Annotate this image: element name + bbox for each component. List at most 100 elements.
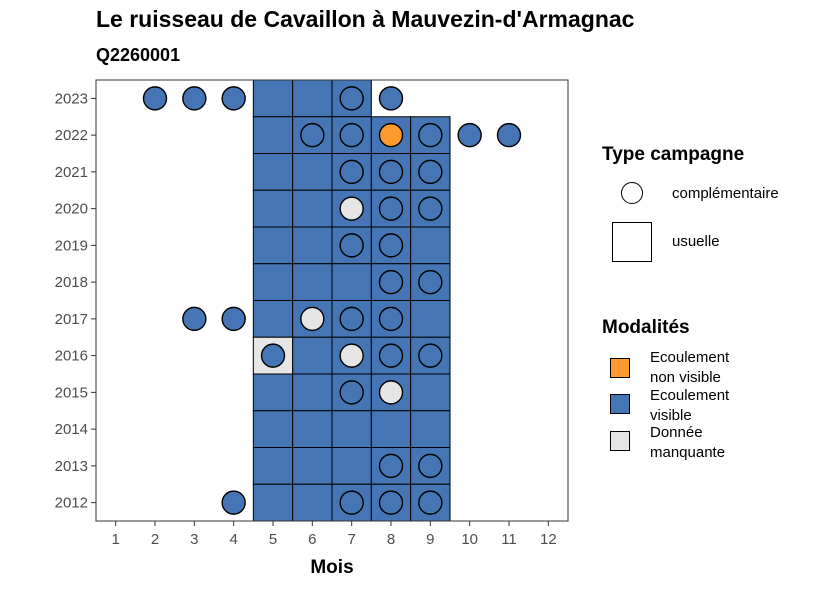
usuelle-cell xyxy=(252,189,294,228)
complementaire-point xyxy=(418,159,443,185)
complementaire-point xyxy=(378,122,404,148)
usuelle-cell xyxy=(410,300,451,338)
complementaire-point xyxy=(378,380,404,405)
legend-label-dm-line1: Donnée xyxy=(650,424,703,441)
legend-label-env: Ecoulement non visible xyxy=(650,348,729,388)
usuelle-cell xyxy=(370,410,412,448)
legend-key-square xyxy=(612,222,652,262)
x-tick-label: 7 xyxy=(347,531,355,548)
legend-label-env-line1: Ecoulement xyxy=(650,349,730,366)
complementaire-point xyxy=(339,233,364,258)
chart-subtitle: Q2260001 xyxy=(96,45,181,65)
usuelle-cell xyxy=(252,300,294,338)
usuelle-cell xyxy=(410,373,451,412)
complementaire-point xyxy=(378,269,404,295)
x-tick-label: 6 xyxy=(308,531,316,548)
complementaire-point xyxy=(418,490,443,515)
complementaire-circles xyxy=(142,86,522,515)
legend-key-ev xyxy=(610,394,630,414)
x-axis-label: Mois xyxy=(310,557,353,578)
complementaire-point xyxy=(378,306,404,332)
x-tick-label: 9 xyxy=(426,531,434,548)
usuelle-squares xyxy=(252,79,451,522)
usuelle-cell xyxy=(252,226,294,265)
legend-label-ev: Ecoulement visible xyxy=(650,386,729,426)
complementaire-point xyxy=(221,306,246,332)
x-tick-label: 2 xyxy=(151,531,159,548)
y-tick-label: 2023 xyxy=(55,90,88,107)
complementaire-point xyxy=(300,122,325,148)
complementaire-point xyxy=(182,306,207,332)
complementaire-point xyxy=(378,196,404,221)
complementaire-point xyxy=(221,86,246,111)
complementaire-point xyxy=(378,453,404,479)
x-tick-label: 1 xyxy=(111,531,119,548)
x-tick-label: 11 xyxy=(501,531,517,548)
complementaire-point xyxy=(378,159,404,185)
complementaire-point xyxy=(418,343,443,368)
x-tick-label: 10 xyxy=(461,531,478,548)
legend-modality-title: Modalités xyxy=(602,317,690,338)
usuelle-cell xyxy=(292,263,333,301)
usuelle-cell xyxy=(292,226,333,265)
legend-label-ev-line1: Ecoulement xyxy=(650,387,730,404)
axes: 1 2 3 4 5 6 7 8 9 10 11 122012201320142015201620172… xyxy=(55,90,557,578)
y-tick-label: 2019 xyxy=(55,237,88,254)
complementaire-point xyxy=(418,269,443,295)
y-tick-label: 2013 xyxy=(55,458,88,475)
complementaire-point xyxy=(418,196,443,221)
x-tick-label: 3 xyxy=(190,531,198,548)
legend-label-dm-line2: manquante xyxy=(650,444,726,461)
legend-key-env xyxy=(610,358,630,378)
complementaire-point xyxy=(418,453,443,479)
y-tick-label: 2018 xyxy=(55,274,88,291)
usuelle-cell xyxy=(292,373,333,412)
usuelle-cell xyxy=(252,153,294,191)
usuelle-cell xyxy=(292,483,333,522)
complementaire-point xyxy=(339,343,364,368)
legend-campaign-title: Type campagne xyxy=(602,144,745,165)
complementaire-point xyxy=(339,490,364,515)
y-tick-label: 2016 xyxy=(55,348,88,365)
legend-label-usuelle: usuelle xyxy=(672,233,720,250)
complementaire-point xyxy=(339,196,364,221)
usuelle-cell xyxy=(331,447,372,485)
complementaire-point xyxy=(339,159,364,185)
complementaire-point xyxy=(260,343,286,368)
complementaire-point xyxy=(142,86,168,111)
y-tick-label: 2021 xyxy=(55,164,88,181)
x-tick-label: 12 xyxy=(540,531,557,548)
usuelle-cell xyxy=(252,373,294,412)
y-tick-label: 2012 xyxy=(55,495,88,512)
complementaire-point xyxy=(339,380,364,405)
complementaire-point xyxy=(378,490,404,515)
legend-label-dm: Donnée manquante xyxy=(650,423,725,463)
chart-title: Le ruisseau de Cavaillon à Mauvezin-d'Ar… xyxy=(96,6,635,32)
complementaire-point xyxy=(378,343,404,368)
y-tick-label: 2020 xyxy=(55,201,88,218)
complementaire-point xyxy=(339,86,364,111)
legend-label-complementaire: complémentaire xyxy=(672,185,779,202)
legend-key-circle xyxy=(621,182,643,204)
usuelle-cell xyxy=(292,336,333,375)
usuelle-cell xyxy=(292,79,333,118)
usuelle-cell xyxy=(292,153,333,191)
y-tick-label: 2015 xyxy=(55,384,88,401)
complementaire-point xyxy=(418,122,443,148)
complementaire-point xyxy=(221,490,246,515)
usuelle-cell xyxy=(252,447,294,485)
usuelle-cell xyxy=(252,410,294,448)
complementaire-point xyxy=(496,122,522,148)
x-tick-label: 4 xyxy=(229,531,237,548)
x-tick-label: 5 xyxy=(269,531,277,548)
complementaire-point xyxy=(339,122,364,148)
usuelle-cell xyxy=(410,226,451,265)
legend-key-dm xyxy=(610,431,630,451)
complementaire-point xyxy=(457,122,482,148)
plot-border xyxy=(95,79,569,522)
usuelle-cell xyxy=(331,410,372,448)
complementaire-point xyxy=(378,86,404,111)
complementaire-point xyxy=(378,233,404,258)
complementaire-point xyxy=(182,86,207,111)
